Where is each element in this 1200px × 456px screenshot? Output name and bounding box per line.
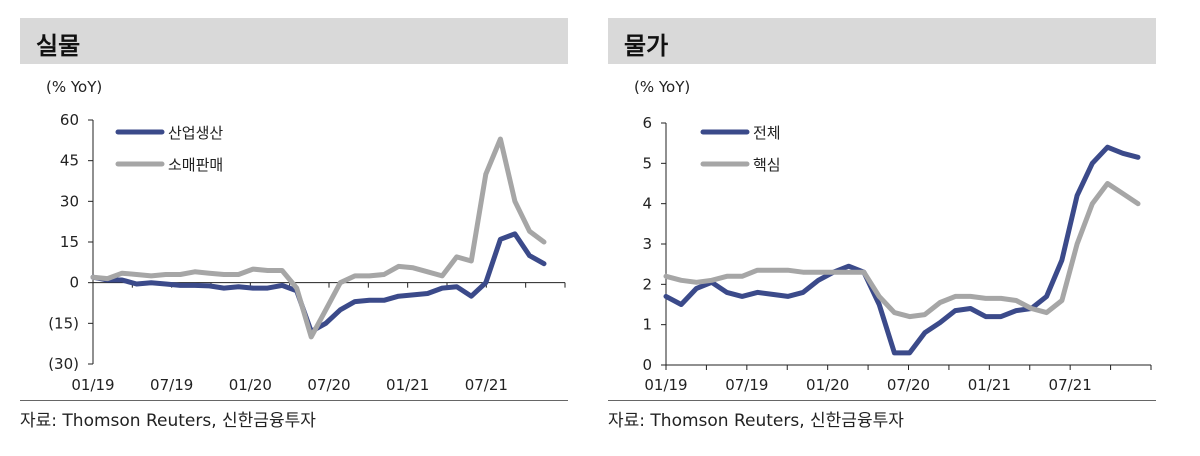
source-note: 자료: Thomson Reuters, 신한금융투자 (20, 411, 316, 431)
y-tick-label: 5 (642, 154, 652, 172)
y-tick-label: 4 (642, 195, 652, 213)
y-tick-label: 6 (642, 114, 652, 132)
y-tick-label: 15 (60, 233, 79, 251)
y-tick-label: 60 (60, 111, 79, 129)
x-tick-label: 07/20 (307, 376, 350, 394)
chart-panel-real-economy: 실물 (% YoY) 60 45 30 15 0 (15) (30) 01/19 07/19 01… (20, 0, 580, 456)
series-line (663, 144, 1141, 356)
x-tick-label: 07/21 (1049, 376, 1092, 394)
x-tick-label: 01/19 (644, 376, 687, 394)
line-chart-prices: 6 5 4 3 2 1 0 01/19 07/19 01/20 07/20 01/21 07/21 전체핵… (642, 114, 1152, 394)
y-tick-label: (15) (48, 314, 79, 332)
x-tick-label: 01/21 (386, 376, 429, 394)
x-tick-label: 01/20 (229, 376, 272, 394)
legend-label: 소매판매 (168, 156, 223, 174)
x-tick-label: 01/19 (71, 376, 114, 394)
x-tick-label: 01/21 (968, 376, 1011, 394)
x-tick-label: 01/20 (806, 376, 849, 394)
chart-title: 실물 (36, 32, 81, 60)
x-tick-label: 07/19 (150, 376, 193, 394)
source-divider (20, 400, 568, 401)
chart-title-bar: 물가 (608, 18, 1156, 64)
line-chart-real-economy: 60 45 30 15 0 (15) (30) 01/19 07/19 01/20 07/20 01/… (48, 111, 566, 394)
x-tick-label: 07/19 (725, 376, 768, 394)
y-tick-label: 0 (69, 274, 79, 292)
y-tick-label: 2 (642, 275, 652, 293)
y-tick-label: 30 (60, 192, 79, 210)
chart-title: 물가 (624, 32, 669, 60)
y-tick-label: 45 (60, 152, 79, 170)
chart-panel-prices: 물가 (% YoY) 6 5 4 3 2 1 0 01/19 07/19 01/20 07/20 01… (608, 0, 1168, 456)
legend-label: 핵심 (753, 156, 781, 174)
y-axis-unit-label: (% YoY) (46, 78, 103, 96)
series-line (90, 136, 547, 340)
y-tick-label: (30) (48, 355, 79, 373)
x-tick-label: 07/20 (887, 376, 930, 394)
source-divider (608, 400, 1156, 401)
legend-label: 산업생산 (168, 124, 223, 142)
y-tick-label: 1 (642, 316, 652, 334)
x-tick-label: 07/21 (465, 376, 508, 394)
y-tick-label: 0 (642, 356, 652, 374)
y-axis-unit-label: (% YoY) (634, 78, 691, 96)
y-tick-label: 3 (642, 235, 652, 253)
chart-title-bar: 실물 (20, 18, 568, 64)
source-note: 자료: Thomson Reuters, 신한금융투자 (608, 411, 904, 431)
series-line (663, 181, 1141, 320)
legend-label: 전체 (753, 124, 781, 142)
